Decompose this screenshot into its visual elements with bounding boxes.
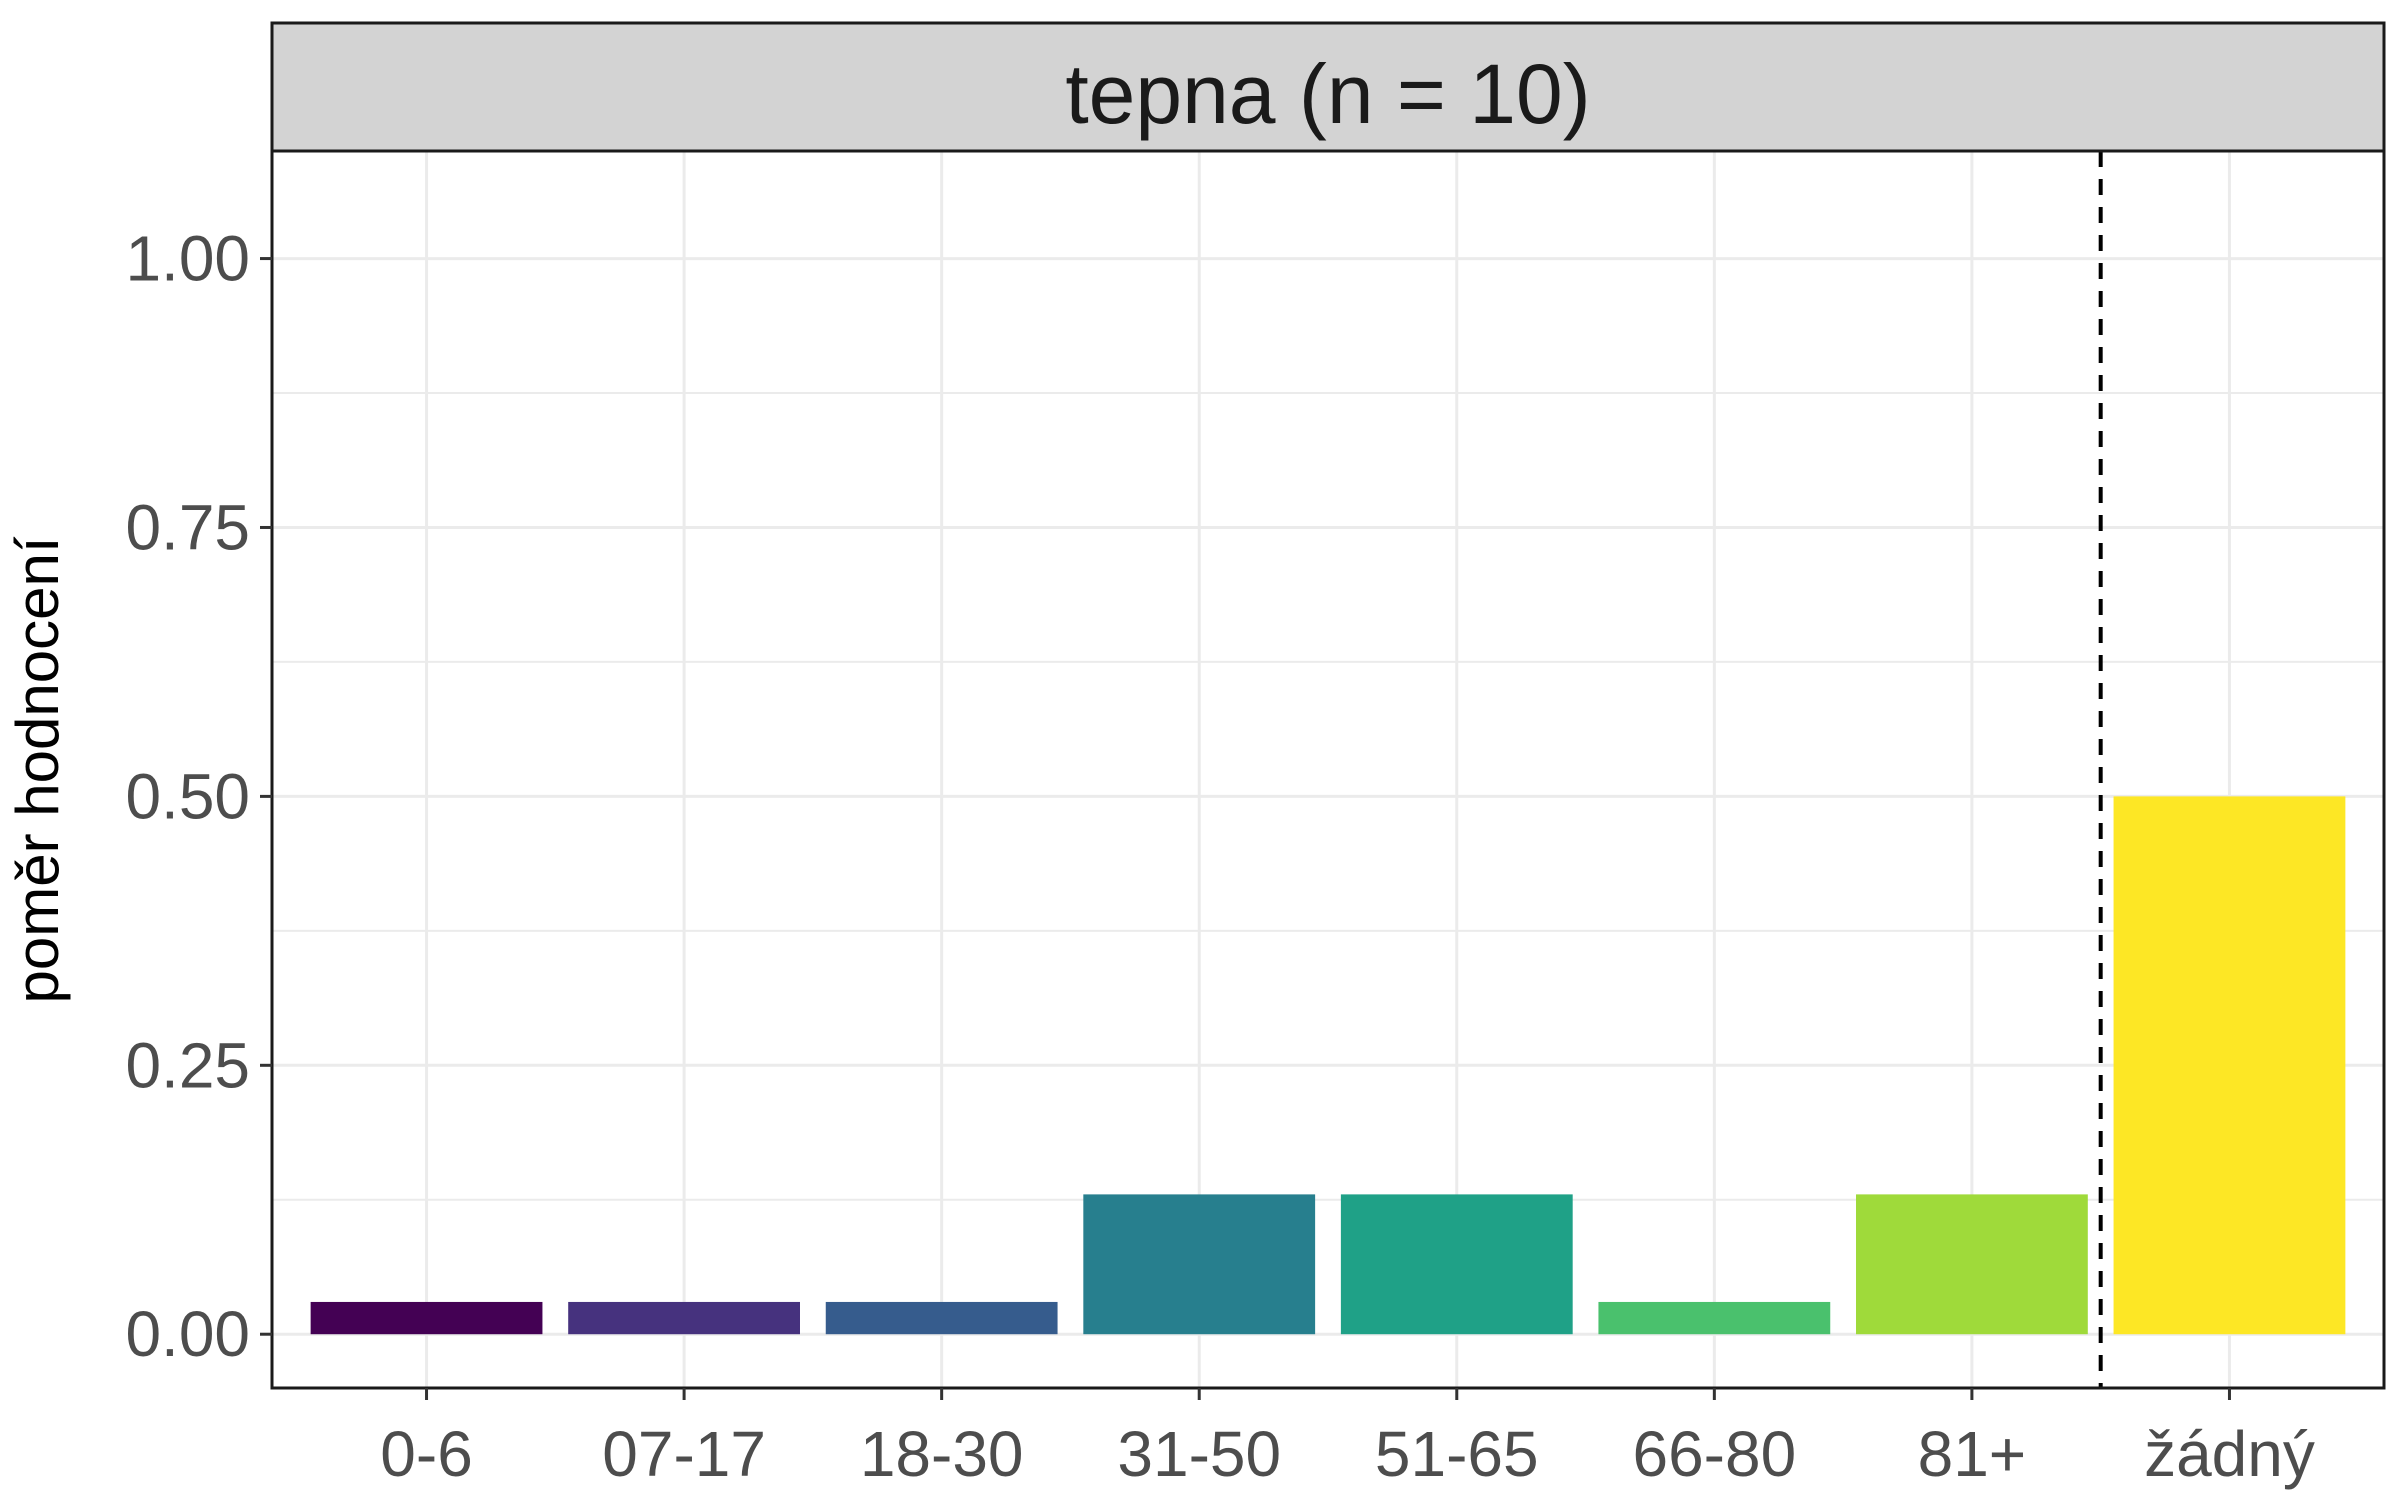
- facet-strip-background: [270, 21, 2386, 153]
- x-tick-label: 81+: [1918, 1418, 2027, 1490]
- y-tick-label: 0.00: [125, 1298, 250, 1370]
- grid-minor: [272, 392, 2384, 1201]
- bar-18-30: [825, 1301, 1058, 1335]
- bar-81+: [1856, 1194, 2088, 1335]
- bar-31-50: [1083, 1194, 1316, 1335]
- x-tick-label: 66-80: [1632, 1418, 1796, 1490]
- bar-66-80: [1598, 1301, 1831, 1335]
- bar-07-17: [568, 1301, 800, 1335]
- y-axis: 0.00 0.25 0.50 0.75 1.00: [125, 223, 272, 1370]
- x-tick-label: 18-30: [860, 1418, 1024, 1490]
- y-tick-label: 0.75: [125, 491, 250, 563]
- y-tick-label: 1.00: [125, 223, 250, 295]
- y-tick-label: 0.50: [125, 760, 250, 832]
- x-tick-label: 0-6: [380, 1418, 473, 1490]
- plot-panel: [270, 149, 2386, 1390]
- y-tick-label: 0.25: [125, 1029, 250, 1101]
- grid-major: [272, 151, 2384, 1388]
- bars: [310, 796, 2346, 1335]
- y-axis-label: poměr hodnocení: [4, 536, 71, 1003]
- plot-panel-border: [270, 149, 2386, 1390]
- plot-panel-background: [272, 151, 2384, 1388]
- bar-51-65: [1340, 1194, 1573, 1335]
- x-axis: 0-6 07-17 18-30 31-50 51-65 66-80 81+ žádný: [380, 1388, 2315, 1490]
- bar-žádný: [2113, 796, 2346, 1335]
- x-tick-label: 31-50: [1117, 1418, 1281, 1490]
- x-tick-label: žádný: [2144, 1418, 2315, 1490]
- facet-strip: tepna (n = 10): [270, 21, 2386, 153]
- x-tick-label: 07-17: [602, 1418, 766, 1490]
- bar-0-6: [310, 1301, 543, 1335]
- x-tick-label: 51-65: [1375, 1418, 1539, 1490]
- facet-title: tepna (n = 10): [1065, 47, 1590, 141]
